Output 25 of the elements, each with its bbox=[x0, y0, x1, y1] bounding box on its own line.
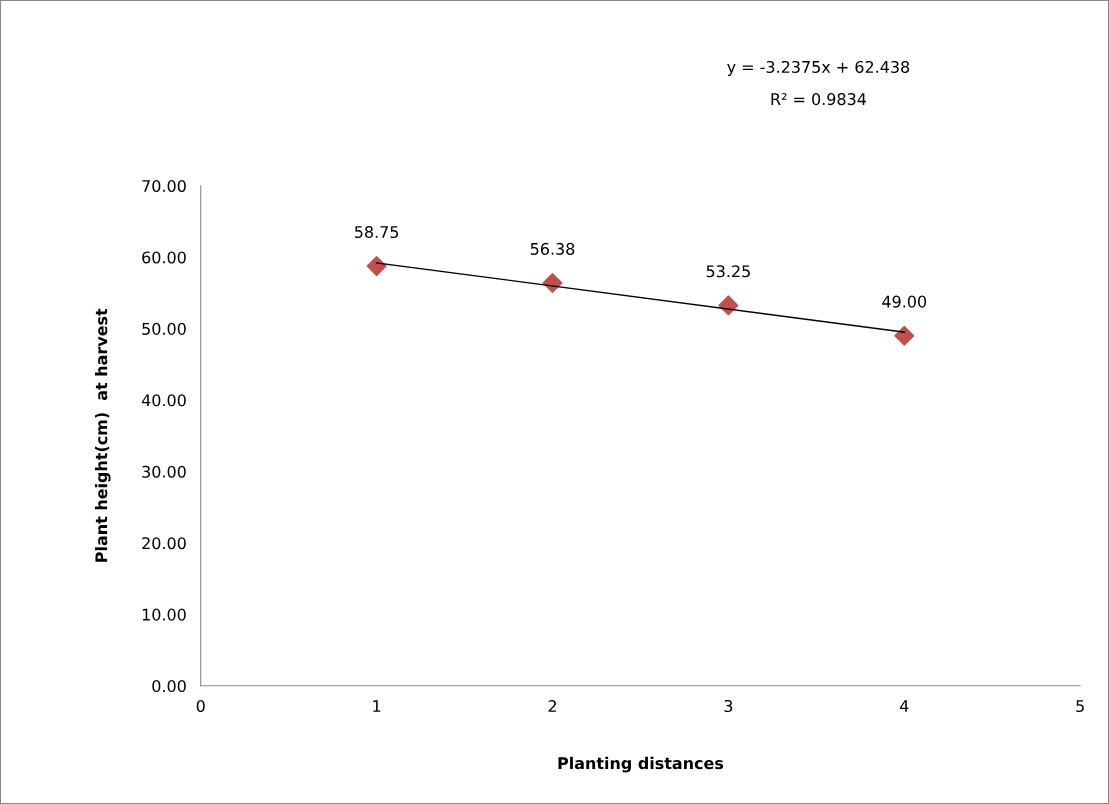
text: y = -3.2375x + 62.438 bbox=[727, 60, 910, 77]
y-tick-label: 20.00 bbox=[142, 537, 186, 550]
x-tick-label: 5 bbox=[1076, 700, 1084, 713]
y-axis-title: Plant height(cm) at harvest bbox=[94, 308, 111, 562]
point bbox=[366, 256, 387, 277]
x-tick-label: 0 bbox=[196, 699, 205, 713]
y-tick-label: 60.00 bbox=[142, 251, 186, 264]
y-tick-label: 30.00 bbox=[142, 465, 186, 478]
x-tick-label: 4 bbox=[899, 700, 909, 712]
data-label: 53.25 bbox=[706, 265, 750, 278]
y-tick-label: 10.00 bbox=[142, 608, 186, 621]
y-tick-label: 50.00 bbox=[142, 322, 186, 335]
data-label: 56.38 bbox=[530, 242, 575, 255]
y-tick-label: 0.00 bbox=[152, 680, 186, 693]
y-tick-label: 40.00 bbox=[141, 394, 186, 407]
x-axis-title: Planting distances bbox=[558, 756, 724, 773]
x-tick-label: 3 bbox=[724, 699, 733, 713]
data-label: 58.75 bbox=[354, 225, 399, 238]
x-tick-label: 1 bbox=[373, 700, 381, 712]
point bbox=[718, 295, 739, 316]
text: R² = 0.9834 bbox=[771, 93, 867, 106]
x-tick-label: 2 bbox=[548, 699, 556, 712]
data-label: 49.00 bbox=[882, 295, 927, 308]
point bbox=[894, 325, 915, 346]
y-tick-label: 70.00 bbox=[142, 179, 186, 193]
